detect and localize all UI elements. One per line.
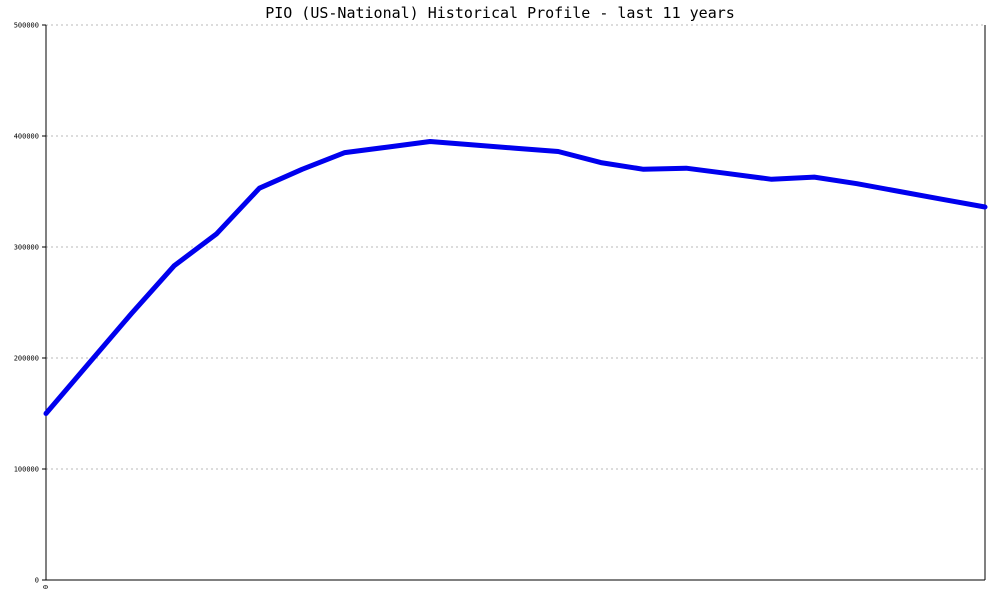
y-tick-label: 500000: [14, 22, 39, 30]
data-point: [88, 363, 90, 365]
y-tick-label: 400000: [14, 133, 39, 141]
data-point: [856, 183, 858, 185]
data-point: [941, 198, 943, 200]
data-point: [130, 313, 132, 315]
data-point: [984, 206, 986, 208]
data-point: [344, 152, 346, 154]
data-point: [173, 265, 175, 267]
data-point: [216, 233, 218, 235]
data-point: [258, 187, 260, 189]
grid-lines: [46, 24, 985, 470]
x-tick-label: 0: [42, 585, 50, 589]
data-point: [429, 141, 431, 143]
data-point: [899, 191, 901, 192]
axes: [42, 24, 986, 581]
series-layer: [43, 139, 988, 416]
data-point: [728, 173, 730, 175]
data-point: [515, 147, 516, 149]
y-tick-label: 300000: [14, 244, 39, 252]
chart-title: PIO (US-National) Historical Profile - l…: [265, 4, 735, 22]
y-tick-label: 200000: [14, 355, 39, 363]
y-tick-label: 100000: [14, 466, 39, 474]
tick-labels: 0 100000 200000 300000 400000 500000 0: [14, 22, 50, 590]
data-point: [301, 168, 303, 170]
data-point: [386, 146, 388, 148]
data-point: [472, 144, 474, 146]
data-point: [45, 413, 47, 414]
data-point: [643, 168, 645, 170]
data-point: [813, 176, 815, 178]
series-line: [43, 139, 988, 416]
data-point: [600, 162, 602, 164]
data-point: [771, 178, 773, 180]
data-point: [685, 167, 687, 169]
y-tick-label: 0: [35, 577, 39, 585]
data-point: [557, 151, 559, 153]
